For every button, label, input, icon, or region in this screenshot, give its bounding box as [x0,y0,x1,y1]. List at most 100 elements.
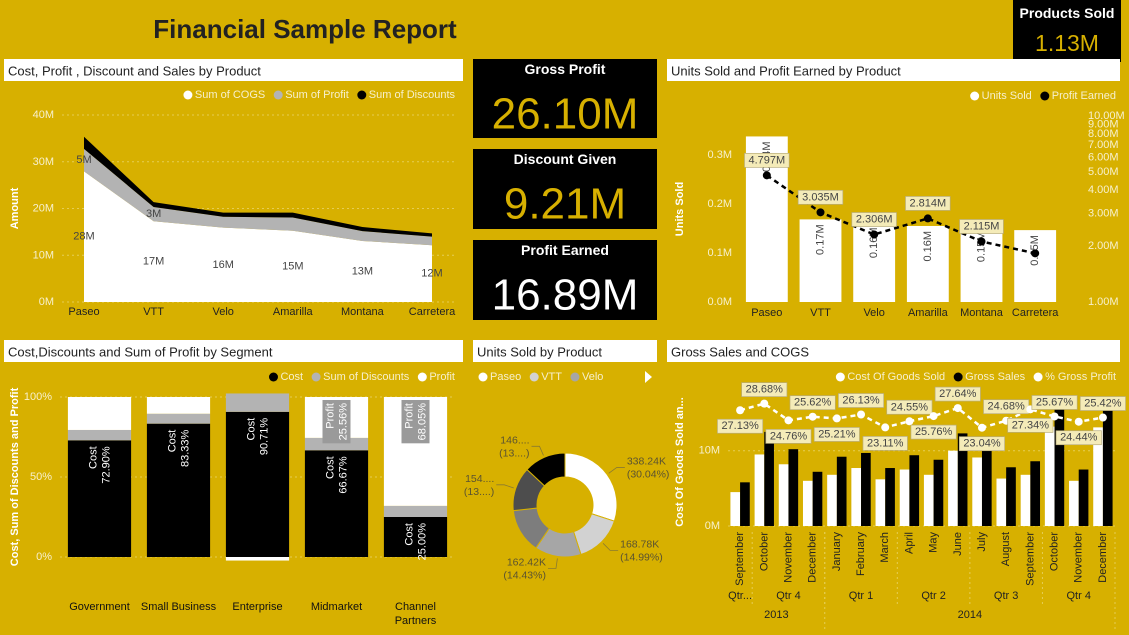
bar [899,469,910,526]
bar [1054,409,1065,526]
bar [778,464,789,526]
bar [1093,427,1103,526]
data-label-bg [1031,395,1078,410]
data-label-box: 25.21% [813,427,860,442]
data-label: 24.68% [988,401,1026,413]
card-bg [473,59,657,138]
y-axis-label: Units Sold [674,182,686,236]
bar [802,480,813,526]
data-label-box: 25.42% [1079,396,1126,411]
y-tick-label: 0M [39,296,54,308]
y-tick-label: 20M [33,203,54,215]
legend-marker [529,372,539,382]
bar [1044,426,1055,526]
x-tick-label: April [903,532,915,554]
legend-label: Sum of COGS [195,89,265,101]
bar [948,450,958,526]
data-label: 27.64% [939,388,977,400]
bar [730,492,741,526]
data-label-name: Cost [167,430,179,453]
bar [1069,480,1079,526]
data-label-bg [905,196,951,211]
card-value: 1.13M [1035,30,1099,56]
data-label: 5M [76,154,91,166]
bar-segment [304,450,369,557]
y-tick-label: 1.00M [1088,296,1119,308]
data-label-box: 24.76% [765,429,812,444]
data-label: 12M [421,268,442,280]
legend-label: Sum of Discounts [369,89,456,101]
bar [909,455,920,526]
chart-title: Units Sold by Product [477,345,602,360]
data-label-name: Cost [88,446,100,469]
bar [906,225,949,302]
data-label-box: 27.34% [1007,417,1054,433]
line-point [870,230,879,239]
legend: Cost Of Goods Sold Gross Sales % Gross Pro… [835,371,1116,383]
card-label: Profit Earned [521,242,609,258]
bar [861,452,871,526]
data-label-bg [934,386,981,402]
leader-line [547,558,558,569]
legend-next-arrow[interactable] [645,371,652,383]
y-tick-label: 100% [24,391,52,403]
data-label: 23.11% [867,437,904,449]
bar [1102,407,1113,526]
data-label-percent: (30.04%) [627,468,670,480]
card-label: Gross Profit [525,61,606,77]
data-label: 24.76% [770,430,808,442]
data-label-bg [886,399,933,415]
legend-label: Paseo [490,371,521,383]
panel-header [4,340,463,362]
data-label: 68.05% [417,403,429,441]
x-tick-label: Paseo [751,307,782,319]
data-label-box: 2.814M [905,196,951,211]
x-tick-label: VTT [143,306,164,318]
bar-segment [383,505,448,517]
data-label-bg [1055,430,1102,446]
bar-segment [225,411,290,557]
line-point [808,412,817,421]
data-label-box: 28.68% [741,382,788,397]
data-label-bg [322,400,351,444]
data-label: 66.67% [338,456,350,494]
legend: Sum of COGS Sum of Profit Sum of Discounts [183,89,455,101]
bar [799,219,842,302]
data-label-name: Profit [404,403,416,429]
data-label-bg [744,152,790,168]
x-tick-label: September [734,532,746,586]
report-title: Financial Sample Report [153,14,457,44]
bar [788,449,799,526]
data-label-box: 25.76% [910,424,957,440]
legend-marker [183,90,193,100]
y-tick-label: 0% [36,551,52,563]
data-label-box: 2.306M [851,212,897,227]
quarter-label: Qtr 4 [1066,590,1090,602]
bar [1030,461,1041,526]
legend-marker [268,372,278,382]
data-label-bg [1079,396,1126,411]
legend-label: Velo [582,371,603,383]
x-tick-label: Carretera [409,306,456,318]
quarter-label: Qtr 3 [994,590,1018,602]
x-tick-label: August [1000,532,1012,566]
data-label-name: Cost [246,418,258,441]
legend-label: Sum of Discounts [323,371,410,383]
data-label: 24.55% [891,401,929,413]
y-axis-label: Cost, Sum of Discounts and Profit [9,387,21,566]
year-label: 2014 [958,609,982,621]
x-tick-label: July [976,532,988,552]
x-tick-label: Paseo [68,306,99,318]
data-label: 26.13% [842,395,880,407]
legend-label: Sum of Profit [285,89,349,101]
legend-label: VTT [541,371,562,383]
data-label: 16M [212,259,233,271]
leader-line [496,484,514,489]
data-label-box: 24.68% [983,399,1030,415]
legend: Paseo VTT Velo [478,371,603,383]
bar-segment [146,423,211,557]
y-tick-label: 50% [30,471,52,483]
y-tick-label: 0.0M [708,296,732,308]
bar-segment [67,440,132,557]
y-tick-label: 7.00M [1088,139,1119,151]
